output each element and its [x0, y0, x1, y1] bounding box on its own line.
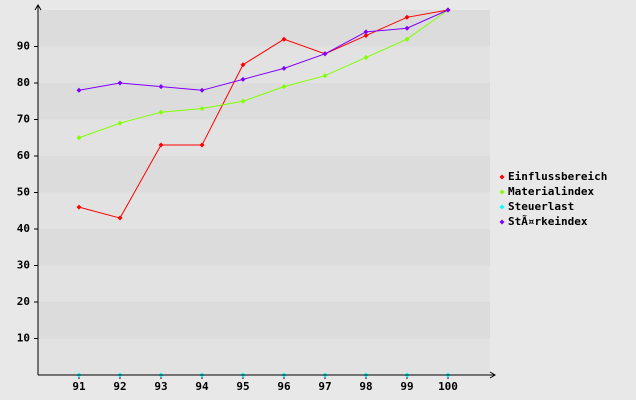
grid-band — [38, 83, 490, 120]
x-tick-label: 91 — [72, 380, 86, 393]
legend-marker — [499, 189, 505, 195]
series-line — [78, 9, 449, 91]
point — [158, 109, 164, 115]
x-axis-arrow — [489, 371, 496, 379]
x-tick-label: 93 — [154, 380, 167, 393]
point — [240, 76, 246, 82]
plot: 10 20 30 40 50 60 70 80 90 91 92 93 94 95 96 97 98 99 100 E… — [17, 7, 607, 393]
point — [240, 62, 246, 68]
grid-band — [38, 119, 490, 156]
grid-band — [38, 229, 490, 266]
x-tick-label: 98 — [359, 380, 372, 393]
y-tick-label: 50 — [17, 186, 30, 199]
legend-label: Materialindex — [508, 185, 594, 198]
legend-label: StÃ¤rkeindex — [508, 215, 588, 228]
x-tick-label: 96 — [277, 380, 291, 393]
point — [117, 80, 123, 86]
point — [199, 87, 205, 93]
point — [281, 84, 287, 90]
y-tick-label: 40 — [17, 222, 30, 235]
point — [363, 54, 369, 60]
point — [76, 87, 82, 93]
legend-marker — [499, 174, 505, 180]
series-line — [78, 9, 449, 139]
point — [117, 215, 123, 221]
point — [281, 65, 287, 71]
grid-band — [38, 265, 490, 302]
y-tick-label: 20 — [17, 295, 30, 308]
point — [240, 98, 246, 104]
y-tick-label: 10 — [17, 332, 30, 345]
series-line — [78, 9, 449, 219]
point — [281, 36, 287, 42]
grid-band — [38, 156, 490, 193]
x-tick-label: 92 — [113, 380, 126, 393]
point — [404, 25, 410, 31]
legend-marker — [499, 219, 505, 225]
point — [322, 51, 328, 57]
plot-bands — [38, 10, 490, 375]
legend-label: Steuerlast — [508, 200, 574, 213]
x-tick-label: 100 — [438, 380, 458, 393]
y-tick-label: 80 — [17, 76, 30, 89]
point — [76, 135, 82, 141]
y-tick-label: 70 — [17, 113, 30, 126]
x-tick-label: 97 — [318, 380, 331, 393]
grid-band — [38, 46, 490, 83]
legend-marker — [499, 204, 505, 210]
point — [404, 14, 410, 20]
x-tick-label: 95 — [236, 380, 249, 393]
point — [363, 29, 369, 35]
x-tick-label: 99 — [400, 380, 413, 393]
point — [199, 106, 205, 112]
grid-band — [38, 302, 490, 339]
point — [363, 33, 369, 39]
point — [199, 142, 205, 148]
y-tick-label: 60 — [17, 149, 30, 162]
point — [76, 204, 82, 210]
grid-band — [38, 338, 490, 375]
grid-band — [38, 192, 490, 229]
x-tick-label: 94 — [195, 380, 209, 393]
point — [445, 7, 451, 13]
point — [322, 73, 328, 79]
point — [404, 36, 410, 42]
y-tick-label: 90 — [17, 40, 30, 53]
y-tick-label: 30 — [17, 259, 30, 272]
y-axis-arrow — [34, 4, 42, 11]
point — [158, 142, 164, 148]
legend-label: Einflussbereich — [508, 170, 607, 183]
point — [117, 120, 123, 126]
point — [158, 84, 164, 90]
